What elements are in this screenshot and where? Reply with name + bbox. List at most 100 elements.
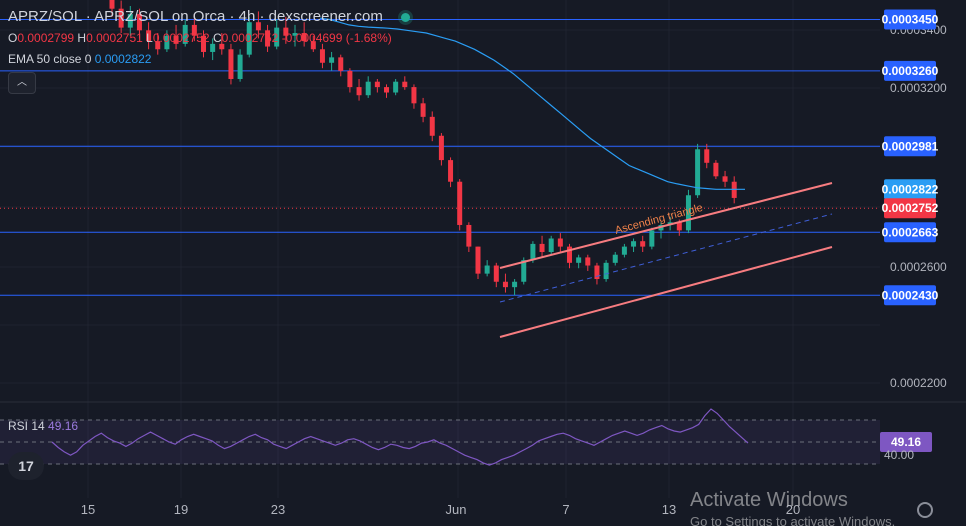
time-tick-0: 15 bbox=[81, 502, 95, 517]
level-badge-3-bg bbox=[884, 222, 936, 243]
collapse-legend-button[interactable]: ︿ bbox=[8, 72, 36, 94]
candle-body-50 bbox=[567, 246, 572, 263]
pattern-mid-line bbox=[499, 213, 833, 303]
level-badge-0-text: 0.0003450 bbox=[882, 13, 939, 27]
rsi-badge-bg bbox=[880, 432, 932, 452]
candle-body-26 bbox=[347, 70, 353, 88]
ohlc-close-key: C bbox=[212, 31, 222, 45]
level-badge-1-bg bbox=[884, 60, 936, 81]
ohlc-change-value: -0.0004699 (-1.68%) bbox=[281, 31, 392, 45]
candle-body-39 bbox=[466, 224, 472, 247]
candle-body-63 bbox=[685, 195, 691, 231]
chart-title: APRZ/SOL · APRZ/SOL on Orca · 4h · dexsc… bbox=[8, 8, 410, 25]
candle-body-28 bbox=[365, 81, 371, 96]
candle-body-35 bbox=[429, 116, 435, 136]
candle-body-33 bbox=[411, 87, 417, 104]
candle-body-54 bbox=[603, 262, 609, 280]
candle-body-19 bbox=[283, 27, 289, 36]
candle-body-46 bbox=[530, 243, 536, 261]
candle-body-47 bbox=[539, 243, 545, 253]
ema50-polyline bbox=[319, 17, 745, 190]
ohlc-open-value: 0.0002799 bbox=[17, 31, 75, 45]
candle-body-22 bbox=[310, 41, 316, 50]
chart-settings-icon[interactable] bbox=[917, 502, 933, 518]
candle-body-64 bbox=[695, 149, 701, 196]
candle-body-16 bbox=[255, 22, 261, 31]
candle-body-11 bbox=[210, 43, 216, 52]
candle-body-10 bbox=[201, 35, 206, 52]
time-tick-6: 20 bbox=[786, 502, 800, 517]
grid-lines bbox=[0, 0, 880, 498]
candle-body-23 bbox=[319, 49, 325, 63]
ema-line bbox=[319, 17, 745, 190]
candle-body-31 bbox=[393, 81, 399, 93]
candle-body-21 bbox=[301, 33, 307, 42]
candle-body-0 bbox=[109, 0, 115, 9]
candle-body-37 bbox=[448, 160, 454, 182]
rsi-legend[interactable]: RSI 14 49.16 bbox=[8, 419, 78, 433]
candle-body-65 bbox=[704, 149, 710, 163]
time-tick-4: 7 bbox=[562, 502, 569, 517]
candle-body-53 bbox=[594, 265, 600, 280]
ema-legend[interactable]: EMA 50 close 0 0.0002822 bbox=[8, 52, 151, 66]
level-badge-0-bg bbox=[884, 9, 936, 30]
candle-body-41 bbox=[484, 265, 490, 274]
rsi-badge-text: 49.16 bbox=[891, 435, 921, 449]
time-tick-2: 23 bbox=[271, 502, 285, 517]
tradingview-logo[interactable]: 17 bbox=[8, 452, 44, 480]
ohlc-readout: O0.0002799 H0.0002751 L0.0002752 C0.0002… bbox=[8, 31, 392, 45]
candle-body-55 bbox=[612, 254, 618, 263]
price-badge-last-text: 0.0002752 bbox=[882, 201, 939, 215]
candle-body-52 bbox=[585, 257, 591, 266]
candle-body-20 bbox=[292, 33, 298, 36]
title-text: APRZ/SOL · APRZ/SOL on Orca · 4h · dexsc… bbox=[8, 8, 383, 25]
ohlc-open-key: O bbox=[8, 31, 18, 45]
candle-body-32 bbox=[402, 81, 408, 88]
price-badge-ema-text: 0.0002822 bbox=[882, 182, 939, 196]
level-badge-4-bg bbox=[884, 285, 936, 306]
candle-body-27 bbox=[356, 87, 362, 96]
candles bbox=[109, 0, 737, 296]
candle-body-1 bbox=[118, 8, 124, 28]
candle-body-30 bbox=[384, 87, 389, 93]
level-badge-3-text: 0.0002663 bbox=[882, 225, 939, 239]
level-badge-1-text: 0.0003260 bbox=[882, 64, 939, 78]
ohlc-close-value: 0.0002752 bbox=[221, 31, 279, 45]
price-tick-1: 0.0003200 bbox=[890, 81, 947, 95]
ohlc-high-key: H bbox=[77, 31, 87, 45]
pattern-lower-line bbox=[499, 246, 833, 338]
watermark-line2: Go to Settings to activate Windows. bbox=[690, 514, 896, 526]
candle-body-12 bbox=[219, 43, 225, 50]
watermark-line1: Activate Windows bbox=[690, 489, 848, 511]
price-tick-2: 0.0002600 bbox=[890, 260, 947, 274]
time-tick-1: 19 bbox=[174, 502, 188, 517]
candle-body-59 bbox=[649, 230, 655, 247]
candle-body-45 bbox=[521, 260, 527, 282]
activation-watermark: Activate Windows Go to Settings to activ… bbox=[690, 489, 950, 526]
rsi-label: RSI 14 bbox=[8, 419, 45, 433]
ascending-triangle-pattern: Ascending triangle bbox=[499, 182, 833, 338]
candle-body-43 bbox=[502, 281, 508, 288]
ohlc-low-value: 0.0002752 bbox=[152, 31, 210, 45]
rsi-axis-tick: 40.00 bbox=[884, 448, 914, 462]
candle-body-18 bbox=[274, 27, 280, 47]
live-indicator-icon bbox=[400, 12, 410, 22]
candle-body-51 bbox=[576, 257, 582, 263]
pattern-upper-line bbox=[499, 182, 833, 269]
time-tick-3: Jun bbox=[446, 502, 467, 517]
candle-body-42 bbox=[493, 265, 499, 282]
candle-body-13 bbox=[228, 49, 234, 79]
candle-body-56 bbox=[621, 246, 627, 255]
candle-body-44 bbox=[512, 281, 518, 288]
candle-body-62 bbox=[676, 222, 682, 231]
level-badge-4-text: 0.0002430 bbox=[882, 288, 939, 302]
candle-body-48 bbox=[548, 238, 554, 253]
time-tick-5: 13 bbox=[662, 502, 676, 517]
ohlc-low-key: L bbox=[146, 31, 153, 45]
candle-body-67 bbox=[722, 176, 728, 182]
candle-body-66 bbox=[713, 162, 719, 177]
ema-value: 0.0002822 bbox=[94, 52, 152, 66]
candle-body-49 bbox=[557, 238, 563, 247]
rsi-pane bbox=[0, 401, 966, 466]
